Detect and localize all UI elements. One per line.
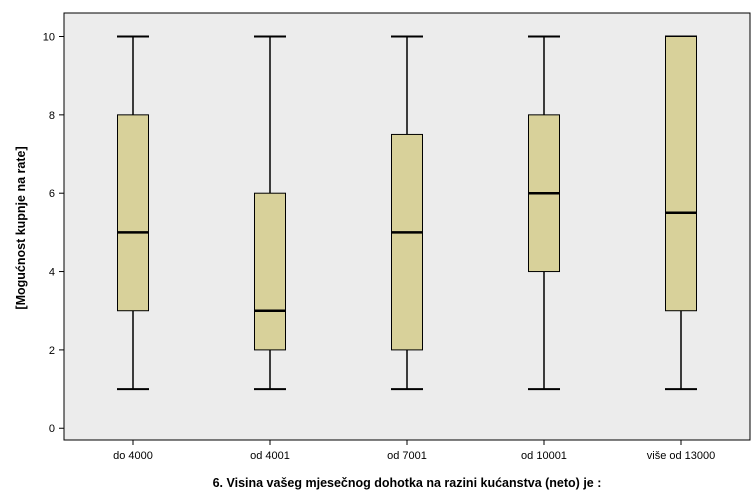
x-tick-label: do 4000 [113,450,153,462]
y-tick-label: 8 [49,110,55,122]
x-tick-label: više od 13000 [647,450,716,462]
x-tick-label: od 4001 [250,450,290,462]
box-series [117,35,697,391]
y-tick-label: 6 [49,188,55,200]
iqr-box [254,192,286,351]
box-group [528,35,560,391]
box-group [391,35,423,391]
y-tick-label: 4 [49,267,55,279]
y-tick-label: 0 [49,423,55,435]
iqr-box [391,133,423,351]
y-tick-label: 10 [43,32,55,44]
iqr-box [117,114,149,312]
box-group [254,35,286,391]
y-axis-title: [Mogućnost kupnje na rate] [14,146,28,309]
x-tick-label: od 10001 [521,450,567,462]
iqr-box [665,36,697,312]
box-group [665,35,697,391]
box-group [117,35,149,391]
y-axis: 0 2 4 6 8 10 [43,32,64,435]
x-axis-title: 6. Visina vašeg mjesečnog dohotka na raz… [213,476,602,490]
x-tick-label: od 7001 [387,450,427,462]
y-tick-label: 2 [49,345,55,357]
x-axis: do 4000 od 4001 od 7001 od 10001 više od 130… [113,440,715,462]
